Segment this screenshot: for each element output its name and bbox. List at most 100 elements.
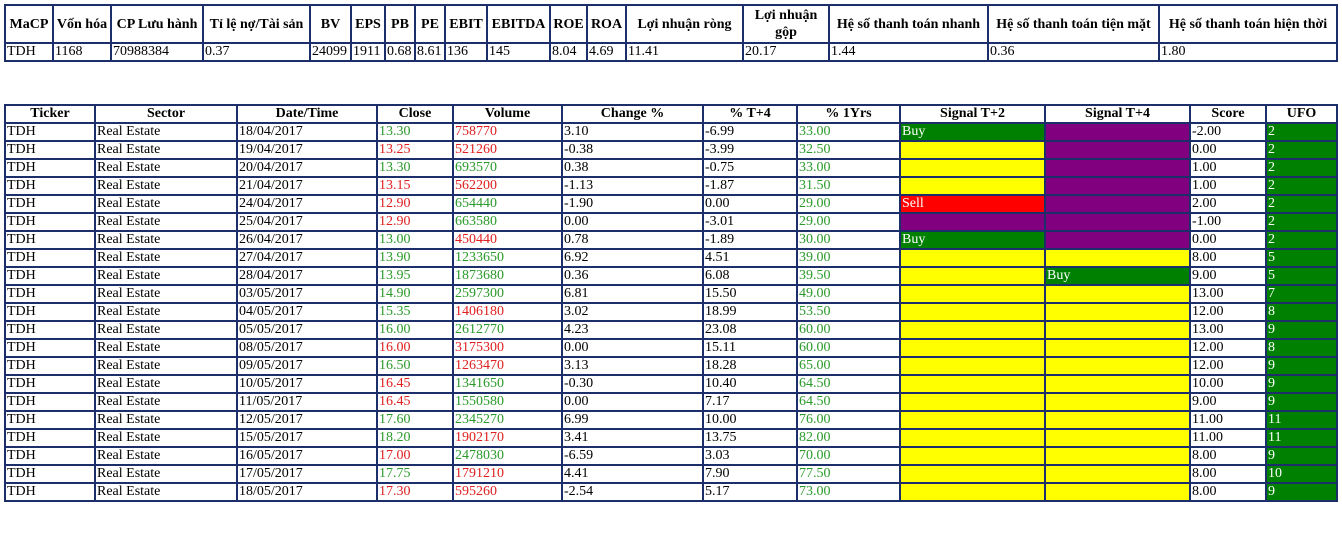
cell: 1263470 (452, 356, 563, 376)
cell: TDH (4, 158, 96, 178)
data-row: TDH Real Estate 18/04/2017 13.30 758770 3.10-… (4, 122, 1338, 142)
cell: Buy (899, 122, 1046, 142)
header-cell: PE (414, 4, 446, 44)
cell: Real Estate (94, 140, 238, 160)
cell: TDH (4, 446, 96, 466)
header-cell: Sector (94, 104, 238, 124)
cell: 10 (1265, 464, 1338, 484)
cell: 65.00 (796, 356, 901, 376)
cell: 2 (1265, 176, 1338, 196)
cell: 5 (1265, 248, 1338, 268)
cell (1044, 284, 1191, 304)
cell (899, 410, 1046, 430)
cell: TDH (4, 230, 96, 250)
header-cell: Change % (561, 104, 704, 124)
cell: 9 (1265, 482, 1338, 502)
header-cell: Signal T+2 (899, 104, 1046, 124)
cell: 20/04/2017 (236, 158, 378, 178)
cell: 9 (1265, 446, 1338, 466)
cell: 09/05/2017 (236, 356, 378, 376)
cell (899, 212, 1046, 232)
cell: TDH (4, 302, 96, 322)
cell: Real Estate (94, 374, 238, 394)
header-cell: Hệ số thanh toán nhanh (828, 4, 989, 44)
cell: 10.00 (1189, 374, 1267, 394)
cell: 1902170 (452, 428, 563, 448)
signal-table: Ticker Sector Date/Time Close Volume Change %… (4, 104, 1338, 502)
cell: 17.00 (376, 446, 454, 466)
data-row: TDH Real Estate 16/05/2017 17.00 2478030 -6.5… (4, 446, 1338, 466)
cell: 13.00 (376, 230, 454, 250)
cell: 11 (1265, 428, 1338, 448)
header-cell: EBITDA (486, 4, 551, 44)
cell (1044, 464, 1191, 484)
cell: 17.30 (376, 482, 454, 502)
cell: TDH (4, 374, 96, 394)
cell: 73.00 (796, 482, 901, 502)
cell: 2 (1265, 230, 1338, 250)
cell: 13.30 (376, 122, 454, 142)
cell: 0.38 (561, 158, 704, 178)
cell: 1.80 (1158, 42, 1338, 62)
cell: Real Estate (94, 392, 238, 412)
cell: 1406180 (452, 302, 563, 322)
cell: 11.41 (625, 42, 744, 62)
cell: 15.50 (702, 284, 798, 304)
cell: 4.23 (561, 320, 704, 340)
cell: 8.00 (1189, 482, 1267, 502)
cell: 4.69 (586, 42, 627, 62)
cell: Real Estate (94, 482, 238, 502)
header-cell: Lợi nhuận gộp (742, 4, 830, 44)
cell: 16.00 (376, 320, 454, 340)
data-row: TDH Real Estate 12/05/2017 17.60 2345270 6.99… (4, 410, 1338, 430)
cell (899, 482, 1046, 502)
cell: Buy (899, 230, 1046, 250)
cell: TDH (4, 482, 96, 502)
cell (899, 446, 1046, 466)
cell: 18.99 (702, 302, 798, 322)
cell: 23.08 (702, 320, 798, 340)
cell: 0.00 (702, 194, 798, 214)
cell: Real Estate (94, 230, 238, 250)
cell: 0.00 (561, 338, 704, 358)
cell: 70.00 (796, 446, 901, 466)
cell (1044, 122, 1191, 142)
cell: TDH (4, 42, 54, 62)
header-cell: Hệ số thanh toán hiện thời (1158, 4, 1338, 44)
cell: 9 (1265, 392, 1338, 412)
data-row: TDH Real Estate 28/04/2017 13.95 1873680 0.36… (4, 266, 1338, 286)
cell: 3.13 (561, 356, 704, 376)
cell: 64.50 (796, 374, 901, 394)
cell: TDH (4, 140, 96, 160)
cell: 9 (1265, 320, 1338, 340)
header-cell: ROE (549, 4, 588, 44)
cell (1044, 446, 1191, 466)
header-cell: Score (1189, 104, 1267, 124)
data-row: TDH Real Estate 04/05/2017 15.35 1406180 3.02… (4, 302, 1338, 322)
cell (1044, 158, 1191, 178)
cell: 2.00 (1189, 194, 1267, 214)
cell: 0.37 (202, 42, 311, 62)
cell: 13.25 (376, 140, 454, 160)
cell (1044, 302, 1191, 322)
cell: 17.60 (376, 410, 454, 430)
cell: 13.00 (1189, 320, 1267, 340)
header-cell: EPS (350, 4, 386, 44)
header-cell: UFO (1265, 104, 1338, 124)
header-row: Ticker Sector Date/Time Close Volume Change %… (4, 104, 1338, 124)
cell: 31.50 (796, 176, 901, 196)
cell: 1911 (350, 42, 386, 62)
cell: 12.00 (1189, 338, 1267, 358)
cell: -2.00 (1189, 122, 1267, 142)
cell: 21/04/2017 (236, 176, 378, 196)
cell: 11 (1265, 410, 1338, 430)
cell: Real Estate (94, 212, 238, 232)
cell: 05/05/2017 (236, 320, 378, 340)
cell: Real Estate (94, 158, 238, 178)
cell: 12.90 (376, 194, 454, 214)
cell: 2345270 (452, 410, 563, 430)
data-row: TDH Real Estate 21/04/2017 13.15 562200 -1.13… (4, 176, 1338, 196)
cell: 64.50 (796, 392, 901, 412)
cell: 18/05/2017 (236, 482, 378, 502)
data-row: TDH Real Estate 26/04/2017 13.00 450440 0.78-… (4, 230, 1338, 250)
